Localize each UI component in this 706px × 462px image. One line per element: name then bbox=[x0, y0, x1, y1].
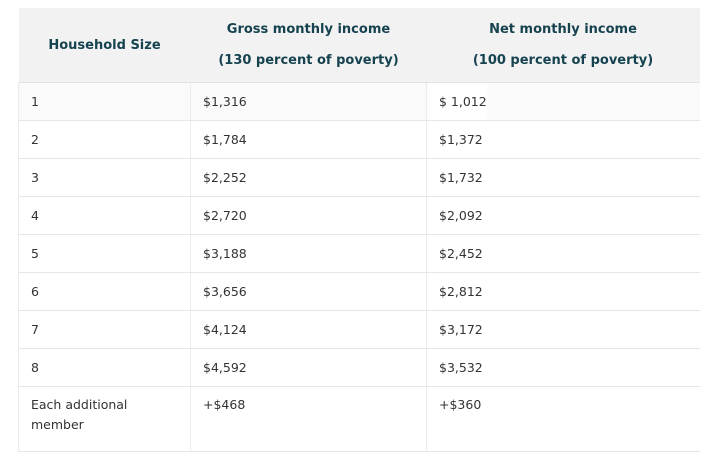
gross-income-header-subtitle: (130 percent of poverty) bbox=[218, 53, 399, 68]
table-header: Household Size Gross monthly income (130… bbox=[18, 8, 700, 83]
net-income-cell: $2,092 bbox=[426, 196, 700, 235]
table-row: 4 $2,720 $2,092 bbox=[18, 196, 700, 235]
gross-income-cell: $3,656 bbox=[190, 272, 427, 311]
gross-income-cell: $2,252 bbox=[190, 158, 427, 197]
net-income-header-subtitle: (100 percent of poverty) bbox=[472, 53, 654, 68]
gross-income-cell: $3,188 bbox=[190, 234, 427, 273]
household-size-header-label: Household Size bbox=[48, 37, 161, 53]
table-row: Each additional member +$468 +$360 bbox=[18, 386, 700, 452]
table-row: 7 $4,124 $3,172 bbox=[18, 310, 700, 349]
net-income-cell: $2,812 bbox=[426, 272, 700, 311]
table-row: 3 $2,252 $1,732 bbox=[18, 158, 700, 197]
household-size-cell: Each additional member bbox=[18, 386, 191, 452]
net-income-cell: $2,452 bbox=[426, 234, 700, 273]
net-income-cell: $1,732 bbox=[426, 158, 700, 197]
table-row: 2 $1,784 $1,372 bbox=[18, 120, 700, 159]
household-size-cell: 2 bbox=[18, 120, 191, 159]
household-size-header: Household Size bbox=[18, 8, 191, 83]
header-row: Household Size Gross monthly income (130… bbox=[18, 8, 700, 83]
table-row: 6 $3,656 $2,812 bbox=[18, 272, 700, 311]
net-income-cell: $3,172 bbox=[426, 310, 700, 349]
gross-income-cell: $1,784 bbox=[190, 120, 427, 159]
household-size-cell: 1 bbox=[18, 82, 191, 121]
household-size-cell: 3 bbox=[18, 158, 191, 197]
net-income-header: Net monthly income (100 percent of pover… bbox=[426, 8, 700, 83]
net-income-cell: +$360 bbox=[426, 386, 700, 452]
table-body: 1 $1,316 $ 1,012 2 $1,784 $1,372 3 $2,25… bbox=[18, 82, 700, 452]
gross-income-header: Gross monthly income (130 percent of pov… bbox=[190, 8, 427, 83]
household-size-cell: 8 bbox=[18, 348, 191, 387]
household-size-cell: 6 bbox=[18, 272, 191, 311]
gross-income-cell: +$468 bbox=[190, 386, 427, 452]
table-row: 5 $3,188 $2,452 bbox=[18, 234, 700, 273]
household-size-cell: 7 bbox=[18, 310, 191, 349]
net-income-cell: $1,372 bbox=[426, 120, 700, 159]
household-size-cell: 4 bbox=[18, 196, 191, 235]
table-row: 8 $4,592 $3,532 bbox=[18, 348, 700, 387]
gross-income-header-title: Gross monthly income bbox=[226, 22, 391, 37]
gross-income-cell: $4,124 bbox=[190, 310, 427, 349]
income-eligibility-table-container: Household Size Gross monthly income (130… bbox=[18, 8, 700, 452]
income-eligibility-table: Household Size Gross monthly income (130… bbox=[18, 8, 700, 452]
gross-income-cell: $1,316 bbox=[190, 82, 427, 121]
gross-income-cell: $2,720 bbox=[190, 196, 427, 235]
net-income-cell: $ 1,012 bbox=[426, 82, 700, 121]
household-size-cell: 5 bbox=[18, 234, 191, 273]
net-income-header-title: Net monthly income bbox=[489, 22, 637, 37]
table-row: 1 $1,316 $ 1,012 bbox=[18, 82, 700, 121]
net-income-cell: $3,532 bbox=[426, 348, 700, 387]
gross-income-cell: $4,592 bbox=[190, 348, 427, 387]
